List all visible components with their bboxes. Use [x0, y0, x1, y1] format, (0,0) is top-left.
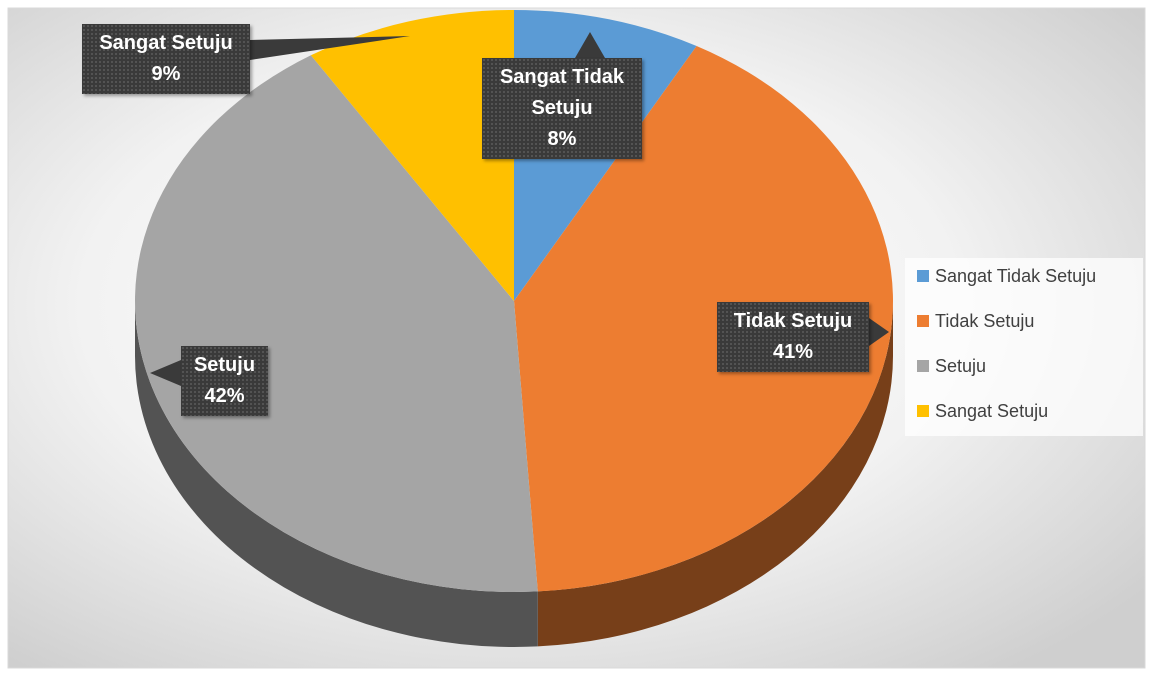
legend-swatch [917, 315, 929, 327]
data-label-category: Tidak Setuju [733, 310, 853, 332]
label-pointer [575, 32, 605, 58]
slice-sides [135, 301, 894, 647]
slice [310, 10, 514, 301]
label-pointer [150, 360, 181, 386]
legend-swatch [917, 360, 929, 372]
label-pointer [869, 318, 889, 346]
data-label-value: 9% [151, 63, 181, 85]
slice-side [135, 301, 538, 647]
data-label: Tidak Setuju 41% [717, 302, 869, 372]
data-label-category: Sangat Tidak Setuju [499, 66, 625, 119]
label-pointer [250, 36, 410, 60]
data-label-value: 8% [547, 128, 577, 150]
data-label: Sangat Setuju 9% [82, 24, 250, 94]
legend-swatch [917, 405, 929, 417]
legend-label: Setuju [935, 356, 987, 376]
slice-side [537, 301, 894, 647]
data-label-category: Sangat Setuju [99, 32, 233, 54]
legend-entry: Setuju [917, 356, 986, 377]
legend-entry: Sangat Setuju [917, 401, 1048, 422]
data-label: Sangat Tidak Setuju 8% [482, 58, 642, 159]
legend-label: Sangat Tidak Setuju [935, 266, 1097, 286]
data-label-category: Setuju [193, 354, 256, 376]
legend-entry: Sangat Tidak Setuju [917, 266, 1096, 287]
data-label-value: 41% [772, 341, 814, 363]
legend-box [905, 258, 1143, 436]
legend-label: Sangat Setuju [935, 401, 1049, 421]
data-label-value: 42% [204, 385, 245, 407]
slice [514, 45, 894, 592]
slice-tops [134, 10, 894, 592]
data-label: Setuju 42% [181, 346, 268, 416]
slice [134, 55, 538, 592]
legend-entry: Tidak Setuju [917, 311, 1034, 332]
legend-swatch [917, 270, 929, 282]
legend-label: Tidak Setuju [935, 311, 1035, 331]
